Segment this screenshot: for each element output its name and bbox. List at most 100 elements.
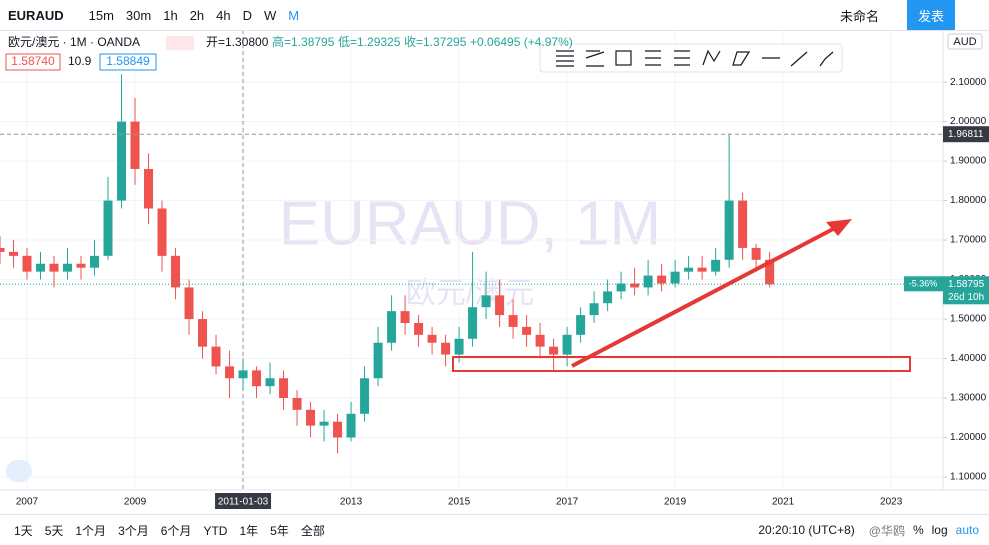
tool-icon[interactable] — [615, 50, 632, 66]
percent-toggle[interactable]: % — [912, 523, 924, 537]
candle-body — [360, 378, 370, 414]
interval[interactable]: D — [242, 7, 253, 23]
y-tick-label: 1.80000 — [950, 195, 987, 206]
y-tick-label: 1.90000 — [950, 156, 987, 167]
legend-change: +0.06495 (+4.97%) — [470, 35, 573, 49]
symbol[interactable]: EURAUD — [8, 7, 64, 23]
candle-body — [319, 421, 329, 426]
candle-body — [22, 255, 32, 272]
candle-body — [414, 322, 424, 335]
currency-box — [947, 33, 983, 50]
candle-body — [468, 307, 478, 339]
candle-body — [684, 267, 694, 272]
last-price-label: 1.58795 — [948, 279, 985, 290]
candle-body — [90, 255, 100, 268]
last-price-bg — [943, 276, 989, 305]
legend-open: 开=1.30800 — [206, 35, 269, 49]
y-tick-label: 1.20000 — [950, 432, 987, 443]
interval[interactable]: 15m — [88, 7, 114, 23]
interval[interactable]: 2h — [189, 7, 205, 23]
candle-body — [724, 200, 734, 260]
y-tick-label: 2.00000 — [950, 116, 987, 127]
tool-icon[interactable] — [819, 51, 834, 67]
candle-body — [373, 342, 383, 379]
candle-body — [427, 334, 437, 343]
tool-icon[interactable] — [790, 51, 808, 67]
x-tick-label: 2019 — [664, 497, 687, 508]
candle-body — [306, 409, 316, 426]
candle-body — [657, 275, 667, 284]
candle-body — [711, 259, 721, 272]
x-tick-label: 2007 — [16, 497, 39, 508]
candle-body — [9, 251, 19, 256]
candle-body — [184, 287, 194, 320]
crosshair-label: 1.96811 — [948, 129, 984, 140]
x-tick-label: 2023 — [880, 497, 903, 508]
bid: 1.58740 — [11, 54, 55, 68]
interval[interactable]: 1h — [163, 7, 178, 23]
layout-name[interactable]: 未命名 — [839, 8, 879, 24]
tool-icon[interactable] — [645, 50, 661, 66]
candle-body — [738, 200, 748, 248]
candle-body — [130, 121, 140, 169]
publish-button[interactable]: 发表 — [907, 0, 955, 30]
drawing-toolbar — [539, 43, 843, 73]
auto-toggle[interactable]: auto — [955, 523, 979, 537]
tool-icon[interactable] — [674, 50, 690, 66]
tool-icon[interactable] — [702, 49, 721, 66]
arrow-head — [826, 219, 852, 236]
countdown: 26d 10h — [948, 292, 984, 303]
support-box — [452, 356, 911, 372]
candle-body — [265, 378, 275, 387]
interval[interactable]: 30m — [125, 7, 152, 23]
range[interactable]: YTD — [203, 523, 228, 538]
tool-icon[interactable] — [556, 50, 574, 67]
candle-body — [49, 263, 59, 272]
intervals: 15m 30m 1h 2h 4h D W M — [83, 8, 306, 23]
candle-body — [211, 346, 221, 367]
range[interactable]: 5天 — [44, 523, 64, 538]
tool-icon[interactable] — [732, 51, 751, 66]
candle-body — [333, 421, 343, 438]
tool-icon[interactable] — [585, 50, 605, 67]
candle-body — [225, 366, 235, 379]
legend-low: 低=1.29325 — [338, 35, 401, 49]
candle-body — [346, 413, 356, 438]
candle-body — [387, 311, 397, 343]
clock: 20:20:10 (UTC+8) — [758, 523, 855, 537]
bottom-bar: 1天 5天 1个月 3个月 6个月 YTD 1年 5年 全部 20:20:10 (UTC+8) … — [0, 514, 989, 545]
currency: AUD — [953, 36, 976, 48]
range[interactable]: 6个月 — [160, 523, 192, 538]
interval[interactable]: M — [288, 7, 300, 23]
candle-body — [481, 295, 491, 308]
x-tick-label: 2017 — [556, 497, 579, 508]
ask: 1.58849 — [106, 54, 150, 68]
range[interactable]: 1年 — [239, 523, 259, 538]
range[interactable]: 5年 — [270, 523, 289, 538]
change-badge: -5.36% — [909, 279, 938, 289]
interval[interactable]: 4h — [216, 7, 231, 23]
brand: @华鸥 — [868, 523, 905, 538]
candle-body — [508, 315, 518, 327]
candle-body — [441, 342, 451, 355]
range[interactable]: 3个月 — [118, 523, 149, 538]
candle-body — [144, 168, 154, 209]
crosshair-box — [943, 126, 989, 143]
candle-body — [603, 291, 613, 304]
y-tick-label: 1.10000 — [950, 472, 987, 483]
range[interactable]: 全部 — [300, 523, 325, 538]
candle-body — [616, 283, 626, 292]
candle-body — [535, 334, 545, 347]
watermark-name: 欧元/澳元 — [406, 277, 534, 310]
range[interactable]: 1天 — [14, 523, 33, 538]
candle-body — [589, 303, 599, 316]
x-crosshair-box — [215, 493, 272, 509]
candle-body — [279, 378, 289, 398]
range[interactable]: 1个月 — [75, 523, 107, 538]
candle-body — [643, 275, 653, 288]
interval[interactable]: W — [264, 7, 277, 23]
log-toggle[interactable]: log — [931, 523, 948, 537]
candle-body — [292, 398, 302, 410]
candle-body — [63, 263, 73, 272]
